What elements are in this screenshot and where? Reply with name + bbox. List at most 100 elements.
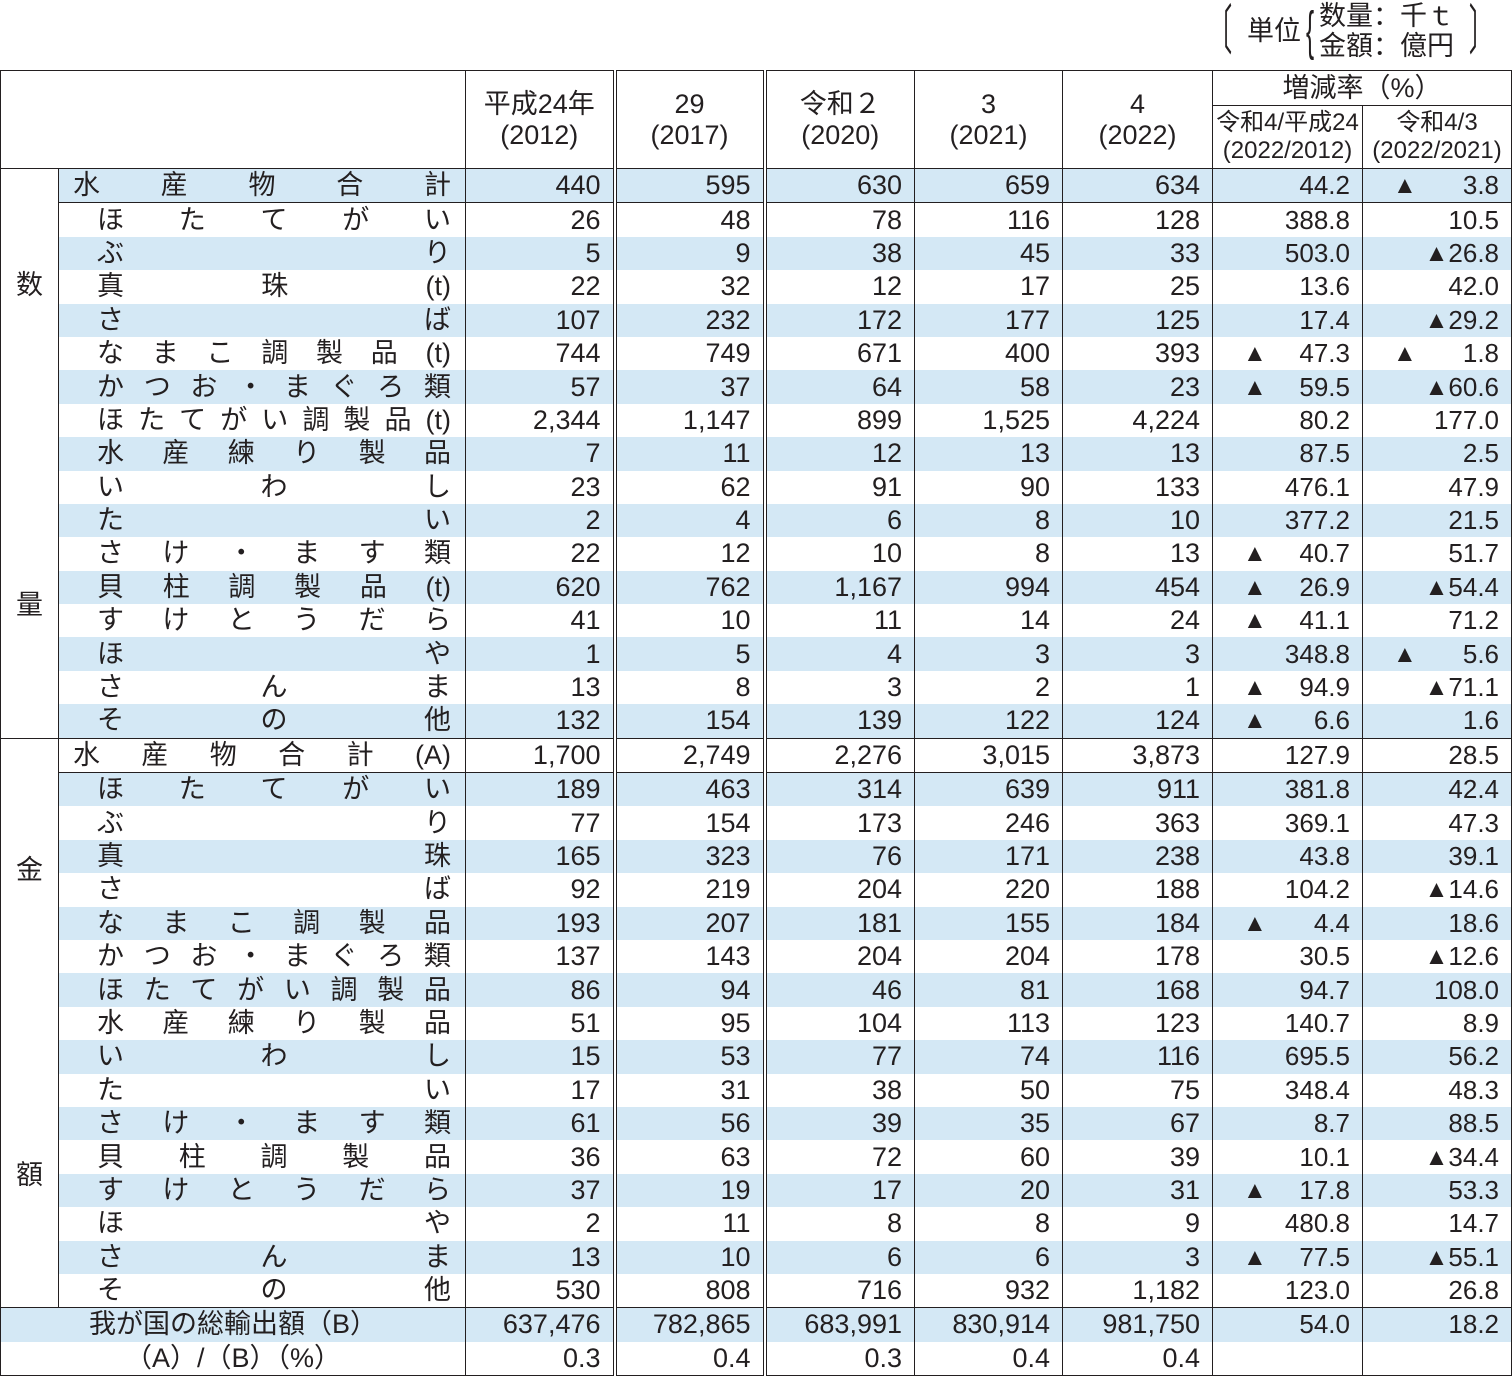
footer-label: 我が国の総輸出額（B） [0,1307,466,1342]
value-cell: 4,224 [1062,403,1213,438]
rate-value: ▲ 94.9 [1214,671,1350,704]
value-cell: 363 [1062,806,1213,840]
item-name-char: と [227,605,255,636]
decrease-triangle-icon: ▲ [1424,1143,1449,1171]
item-name: 貝 柱 調 製 品 (t) [58,570,466,605]
item-name-char: た [97,1074,124,1105]
rate-cell-2022-2021: ▲ 3.8 [1361,167,1512,204]
value-cell: 17 [465,1073,615,1107]
item-name: ほたてがい [58,772,466,807]
value-cell: 5 [465,236,615,271]
item-name-char: 調 [260,1141,288,1172]
open-bracket: 〔 [1207,1,1233,61]
rate-cell-2022-2021: ▲ 34.4 [1361,1140,1512,1174]
rate-cell-2022-2021: ▲ 55.1 [1361,1240,1512,1274]
value-cell: 123 [1062,1006,1213,1041]
rate-number: 54.4 [1448,571,1500,602]
item-name-char: 計 [424,170,451,201]
value-cell: 155 [914,906,1063,940]
value-cell: 33 [1062,236,1213,271]
item-name-char: 製 [343,404,371,435]
value-cell: 25 [1062,270,1213,304]
value-cell: 1,182 [1062,1273,1213,1308]
year-western: (2017) [650,119,729,150]
item-name: その他 [58,1273,466,1308]
item-name: たい [58,1073,466,1107]
footer-rate-2022-2012 [1212,1341,1363,1376]
value-cell: 3,873 [1062,737,1213,774]
item-name-char: り [424,807,451,838]
footer-value: 0.4 [1062,1341,1213,1376]
table-row: なまこ調製品 (t) 744 749 671 400 393 ▲ 47.3 ▲ 1.8 [1,336,1512,371]
table-row: さんま 13 8 3 2 1 ▲ 94.9 ▲ 71.1 [1,670,1512,705]
item-name-char: た [178,774,206,805]
item-name-char: (A) [414,739,451,770]
value-cell: 9 [612,236,765,271]
decrease-triangle-icon: ▲ [1243,573,1267,601]
item-name-char: さ [97,672,124,703]
value-cell: 3,015 [914,737,1063,774]
item-name-char: 調 [302,404,330,435]
value-cell: 188 [1062,873,1213,907]
value-cell: 10 [1062,503,1213,538]
value-cell: 75 [1062,1073,1213,1107]
decrease-triangle-icon: ▲ [1243,909,1267,937]
item-name-char: や [424,1208,451,1239]
item-name-char: 物 [248,170,276,201]
year-header: 令和２ (2020) [762,70,915,169]
item-name-char: ま [293,1108,321,1139]
table-row: 水産練り製品 7 11 12 13 13 87.5 2.5 [1,437,1512,471]
value-cell: 56 [612,1106,765,1141]
item-name-char: 産 [162,438,190,469]
decrease-triangle-icon: ▲ [1393,340,1417,368]
item-name-char: ぶ [97,237,124,268]
item-name-char: け [162,1108,190,1139]
rate-cell-2022-2021: 42.0 [1361,270,1512,304]
year-western: (2021) [949,119,1028,150]
year-era: 3 [980,88,997,119]
item-name-char: 物 [209,739,237,770]
decrease-triangle-icon: ▲ [1243,1176,1267,1204]
year-western: (2012) [500,119,579,150]
footer-value: 830,914 [914,1307,1063,1342]
item-name: ほたてがい調製品 (t) [58,403,466,438]
value-cell: 128 [1062,202,1213,237]
item-name-char: ほ [97,204,124,235]
decrease-triangle-icon: ▲ [1424,943,1449,971]
value-cell: 2,276 [762,737,915,774]
value-cell: 137 [465,939,615,974]
value-cell: 41 [465,604,615,638]
item-name-char: 水 [73,739,100,770]
decrease-triangle-icon: ▲ [1393,640,1417,668]
value-cell: 463 [612,772,765,807]
rate-western: (2022/2012) [1222,137,1353,164]
item-name-char: 貝 [97,1141,124,1172]
value-cell: 1,167 [762,570,915,605]
item-name-char: 珠 [424,841,451,871]
item-name-char: う [293,1174,321,1205]
unit-label: 単位 [1246,16,1301,46]
item-name-char: 品 [423,907,451,938]
rate-number: 17.8 [1299,1174,1350,1205]
rate-cell-2022-2012: ▲ 26.9 [1212,570,1363,605]
table-row: ほや 2 11 8 8 9 480.8 14.7 [1,1207,1512,1241]
rate-value: ▲ 4.4 [1214,907,1350,940]
item-name: 真珠 [58,839,466,874]
item-name: ぶり [58,806,466,840]
value-cell: 17 [914,270,1063,304]
rate-cell-2022-2021: 26.8 [1361,1273,1512,1308]
value-cell: 62 [612,470,765,504]
value-cell: 171 [914,839,1063,874]
item-name: 水 産 物 合 計 (A) [58,737,466,774]
rate-cell-2022-2021: 108.0 [1361,973,1512,1007]
item-name-char: り [293,1007,321,1038]
rate-value: ▲ 14.6 [1364,873,1499,906]
item-name-char: い [424,204,451,235]
item-name-char: 調 [261,338,289,369]
item-name-char: さ [97,1108,124,1139]
rate-number: 3.8 [1462,170,1500,201]
value-cell: 13 [1062,437,1213,471]
item-name: なまこ調製品 [58,906,466,940]
rate-era: 令和4/3 [1396,109,1478,136]
decrease-triangle-icon: ▲ [1424,573,1449,601]
